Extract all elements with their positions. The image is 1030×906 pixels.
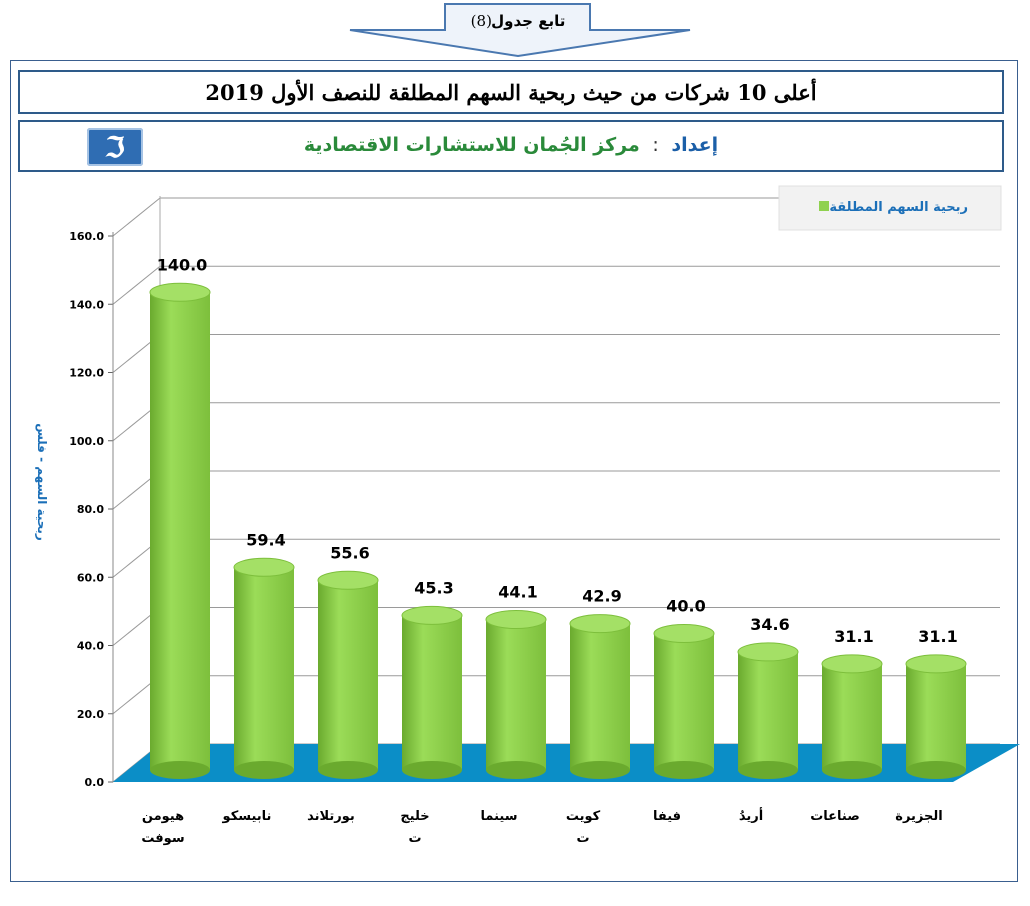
y-tick-label: 140.0 <box>69 298 104 311</box>
y-tick-label: 40.0 <box>77 640 104 653</box>
bar-top <box>485 610 547 630</box>
y-tick-label: 80.0 <box>77 503 104 516</box>
value-labels: 140.0 59.4 55.6 45.3 44.1 42.9 40.0 34.6 31.1 31.… <box>157 255 958 646</box>
aljuman-logo-icon: ℑ <box>87 128 143 166</box>
y-tick-label: 20.0 <box>77 708 104 721</box>
bar-body <box>486 619 546 770</box>
value-label: 140.0 <box>157 255 208 274</box>
bar-base <box>318 761 378 779</box>
bar <box>149 282 211 779</box>
legend-swatch <box>819 201 829 211</box>
subtitle-box: إعداد : مركز الجُمان للاستشارات الاقتصاد… <box>18 120 1004 172</box>
bar-base <box>486 761 546 779</box>
bar-base <box>738 761 798 779</box>
y-tick-label: 120.0 <box>69 367 104 380</box>
bar-body <box>234 567 294 770</box>
category-labels: هيومن سوفت نابيسكو بورتلاند خليج ت سينما كويت ت ف… <box>141 807 942 846</box>
category-label: الجزيرة <box>895 809 942 824</box>
y-tick-labels: 0.0 20.0 40.0 60.0 80.0 100.0 120.0 140.0 160.0 <box>69 230 104 789</box>
category-label: بورتلاند <box>307 809 355 824</box>
category-label: هيومن سوفت <box>141 809 184 846</box>
category-label: نابيسكو <box>222 809 272 824</box>
bar-top <box>569 614 631 634</box>
bar-top <box>821 654 883 674</box>
subtitle: إعداد : مركز الجُمان للاستشارات الاقتصاد… <box>20 134 1002 156</box>
legend-box <box>778 185 1002 231</box>
bar-body <box>402 615 462 770</box>
legend-label: ربحية السهم المطلقة <box>829 200 968 215</box>
bar-body <box>150 292 210 770</box>
subtitle-value: مركز الجُمان للاستشارات الاقتصادية <box>303 134 640 156</box>
title-box: أعلى 10 شركات من حيث ربحية السهم المطلقة… <box>18 70 1004 114</box>
value-label: 59.4 <box>246 530 285 549</box>
value-label: 45.3 <box>414 578 453 597</box>
bar-body <box>738 651 798 770</box>
bar-top <box>233 557 295 577</box>
bar-base <box>906 761 966 779</box>
bar <box>401 605 463 779</box>
bar-body <box>822 663 882 770</box>
category-label: كويت ت <box>566 809 601 846</box>
bar-base <box>402 761 462 779</box>
category-label: أريدُ <box>739 807 763 824</box>
bar-base <box>234 761 294 779</box>
bar-top <box>317 570 379 590</box>
category-label: صناعات <box>810 809 860 824</box>
subtitle-separator: : <box>652 134 659 156</box>
grid-depth-line <box>112 265 161 305</box>
value-label: 34.6 <box>750 615 789 634</box>
bar-base <box>822 761 882 779</box>
bar <box>653 624 715 779</box>
y-tick-label: 0.0 <box>85 776 105 789</box>
bar-base <box>570 761 630 779</box>
bar-body <box>654 633 714 770</box>
category-label: سينما <box>481 809 518 824</box>
bars <box>149 282 967 779</box>
bar <box>737 642 799 779</box>
bar-body <box>570 623 630 770</box>
bar-base <box>150 761 210 779</box>
category-label: خليج ت <box>400 809 429 846</box>
bar <box>821 654 883 779</box>
bar <box>317 570 379 779</box>
y-axis-title: ربحية السهم - فلس <box>35 423 49 541</box>
bar-top <box>737 642 799 662</box>
bar <box>905 654 967 779</box>
arrow-number: (8) <box>471 12 492 30</box>
bar-body <box>318 580 378 770</box>
bar-top <box>401 605 463 625</box>
bar-top <box>653 624 715 643</box>
y-tick-label: 60.0 <box>77 571 104 584</box>
table-continuation-arrow: تابع جدول (8) <box>349 3 691 58</box>
bar-top <box>149 282 211 302</box>
page-title: أعلى 10 شركات من حيث ربحية السهم المطلقة… <box>205 79 817 105</box>
bar <box>569 614 631 779</box>
arrow-label: تابع جدول <box>491 12 565 30</box>
y-tick-label: 160.0 <box>69 230 104 243</box>
y-tick-label: 100.0 <box>69 435 104 448</box>
legend: ربحية السهم المطلقة <box>778 185 1002 231</box>
bar-top <box>905 654 967 674</box>
category-label: فيفا <box>653 809 681 824</box>
value-label: 31.1 <box>918 627 957 646</box>
value-label: 44.1 <box>498 583 537 602</box>
value-label: 55.6 <box>330 543 369 562</box>
value-label: 42.9 <box>582 587 621 606</box>
value-label: 31.1 <box>834 627 873 646</box>
bar <box>485 610 547 779</box>
bar-base <box>654 761 714 779</box>
bar-body <box>906 663 966 770</box>
value-label: 40.0 <box>666 597 705 616</box>
subtitle-label: إعداد <box>671 134 719 156</box>
svg-text:تابع جدول (8): تابع جدول (8) <box>471 12 566 30</box>
bar <box>233 557 295 779</box>
grid-depth-line <box>112 197 161 237</box>
